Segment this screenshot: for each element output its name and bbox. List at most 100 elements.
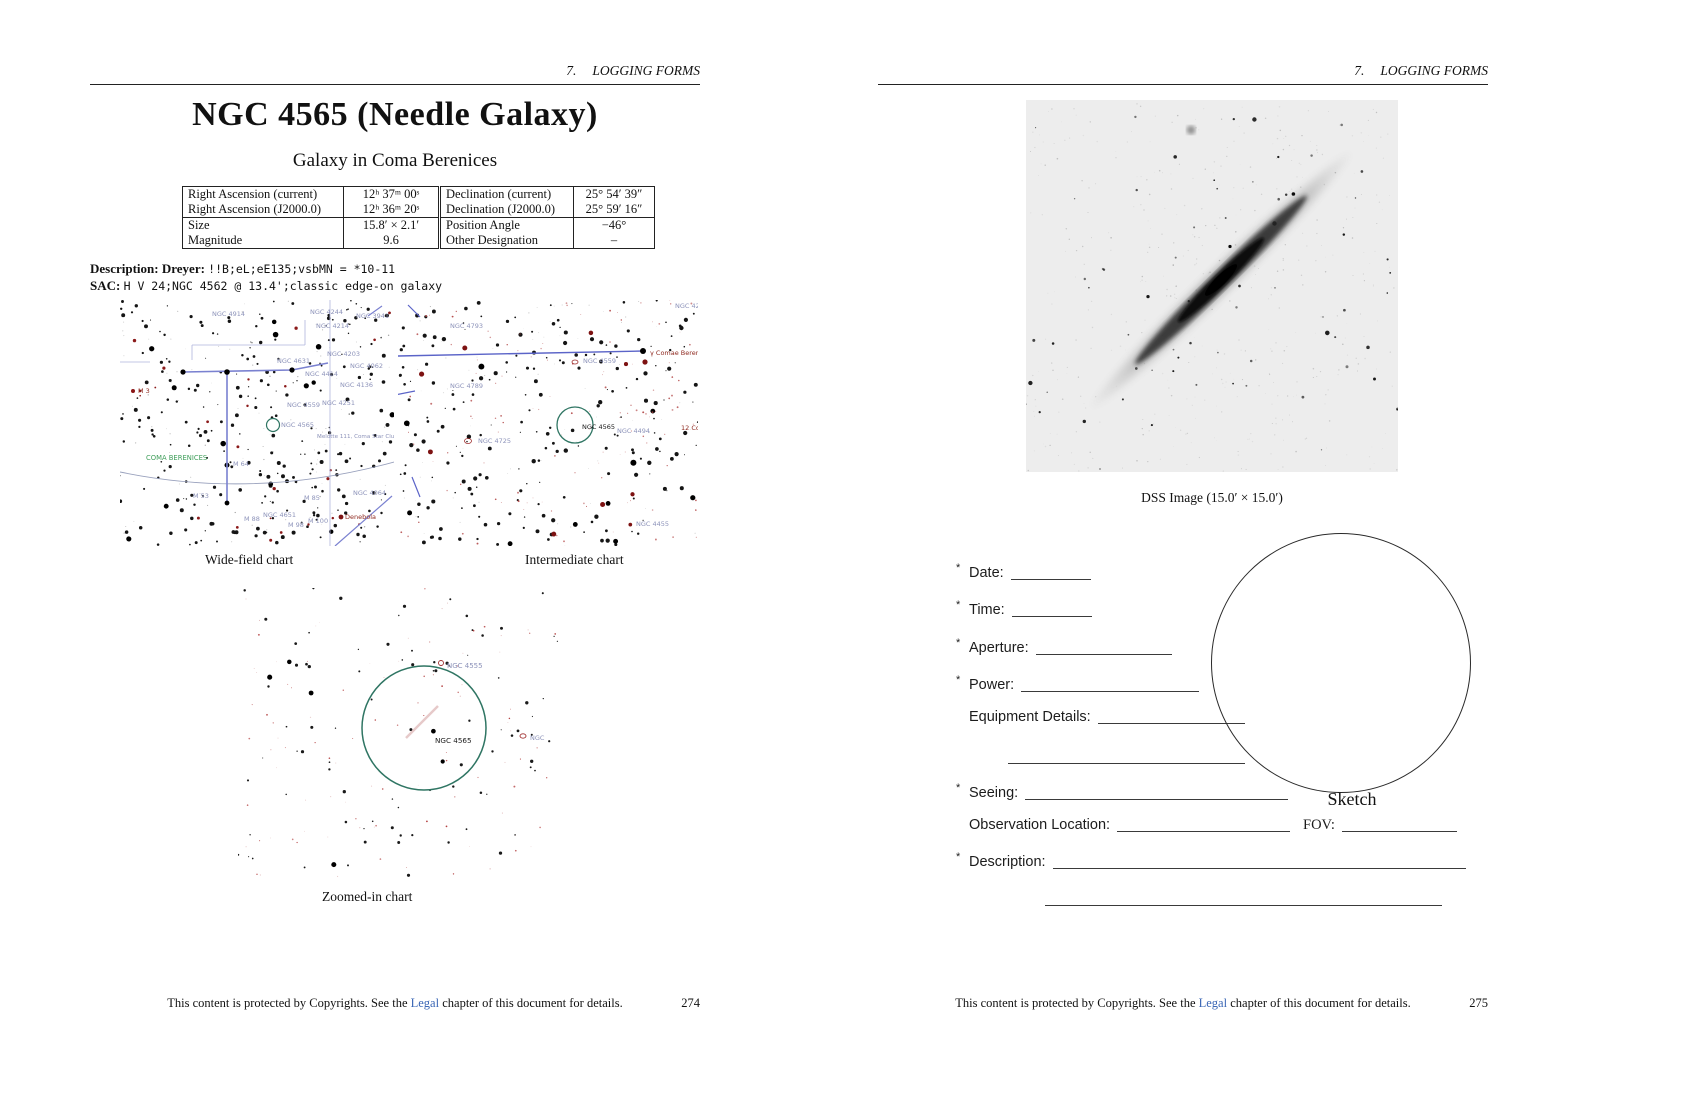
position-angle-value: −46° <box>601 218 627 232</box>
sketch-label: Sketch <box>1327 789 1377 809</box>
sac-line: SAC: H V 24;NGC 4562 @ 13.4';classic edg… <box>90 278 442 294</box>
svg-text:M 98: M 98 <box>288 521 304 529</box>
zoomed-overlay <box>361 660 527 791</box>
svg-text:NGC 4565: NGC 4565 <box>281 421 314 429</box>
form-field-time: * Time: <box>956 599 1092 618</box>
table-row: Right Ascension (J2000.0) 12ʰ 36ᵐ 20ˢ De… <box>182 202 655 218</box>
required-marker: * <box>956 782 961 794</box>
svg-text:NGC 4203: NGC 4203 <box>327 350 360 358</box>
form-field-power: * Power: <box>956 674 1200 693</box>
form-field-seeing: * Seeing: <box>956 782 1289 801</box>
required-marker: * <box>956 599 961 611</box>
magnitude-label: Magnitude <box>182 233 344 249</box>
fuzzy-star-blob <box>1186 125 1196 135</box>
dreyer-label: Dreyer: <box>161 261 205 276</box>
location-label: Observation Location: <box>969 817 1111 833</box>
equipment-blank-line <box>1097 723 1245 724</box>
table-row: Right Ascension (current) 12ʰ 37ᵐ 00ˢ De… <box>182 186 655 202</box>
legal-link[interactable]: Legal <box>410 996 440 1010</box>
required-marker: * <box>956 637 961 649</box>
svg-text:NGC 4651: NGC 4651 <box>263 511 296 519</box>
intermediate-starfield <box>398 300 698 546</box>
chapter-number: 7. <box>1354 63 1365 78</box>
date-label: Date: <box>969 565 1004 581</box>
footer-text: This content is protected by Copyrights.… <box>955 996 1196 1010</box>
zoomed-chart-caption: Zoomed-in chart <box>322 889 413 904</box>
sac-label: SAC: <box>90 278 121 293</box>
equipment-label: Equipment Details: <box>969 709 1091 725</box>
right-page-number: 275 <box>1469 996 1488 1010</box>
left-header-rule <box>90 84 700 85</box>
right-page-header: 7. LOGGING FORMS <box>878 63 1488 79</box>
footer-text: This content is protected by Copyrights.… <box>167 996 408 1010</box>
svg-text:NGC 4064: NGC 4064 <box>353 489 386 497</box>
left-page-header: 7. LOGGING FORMS <box>90 63 700 79</box>
svg-text:NGC 4631: NGC 4631 <box>277 357 310 365</box>
footer-text: chapter of this document for details. <box>1230 996 1411 1010</box>
table-row: Size 15.8′ × 2.1′ Position Angle −46° <box>182 217 655 233</box>
object-info-table: Right Ascension (current) 12ʰ 37ᵐ 00ˢ De… <box>182 186 655 249</box>
fov-circle <box>361 665 487 791</box>
legal-link[interactable]: Legal <box>1198 996 1228 1010</box>
ngc4555-galaxy-marker <box>438 660 444 666</box>
svg-text:NGC 4414: NGC 4414 <box>305 370 338 378</box>
svg-text:M 88: M 88 <box>244 515 260 523</box>
time-blank-line <box>1011 616 1092 617</box>
svg-text:NGC 3941: NGC 3941 <box>356 312 389 320</box>
dec-current-value: 25° 54′ 39″ <box>585 187 643 201</box>
svg-text:NGC 4494: NGC 4494 <box>617 427 650 435</box>
chapter-number: 7. <box>566 63 577 78</box>
svg-text:NGC 4559: NGC 4559 <box>287 401 320 409</box>
ngc4565-target-circle <box>556 406 594 444</box>
svg-text:NGC 4555: NGC 4555 <box>447 662 483 670</box>
svg-text:NGC 4789: NGC 4789 <box>450 382 483 390</box>
other-designation-label: Other Designation <box>439 233 574 249</box>
svg-text:NGC 4559: NGC 4559 <box>583 357 616 365</box>
dec-j2000-label: Declination (J2000.0) <box>439 202 574 218</box>
left-page-number: 274 <box>681 996 700 1010</box>
svg-text:NGC 42: NGC 42 <box>675 302 698 310</box>
intermediate-chart-labels: NGC 4793 γ Comae Berenices NGC 4559 NGC 478… <box>450 302 698 528</box>
denebola-marker <box>338 514 344 520</box>
seeing-label: Seeing: <box>969 785 1019 801</box>
svg-text:NGC 4214: NGC 4214 <box>316 322 349 330</box>
svg-text:NGC 4725: NGC 4725 <box>478 437 511 445</box>
description-label: Description: <box>969 854 1046 870</box>
dec-current-label: Declination (current) <box>439 186 574 202</box>
description-line: Description: Dreyer: !!B;eL;eE135;vsbMN … <box>90 261 395 277</box>
ngc4559-galaxy-marker <box>571 359 579 365</box>
svg-text:γ Comae Berenices: γ Comae Berenices <box>650 349 698 357</box>
description-blank-line <box>1052 868 1466 869</box>
intermediate-chart-caption: Intermediate chart <box>525 552 624 567</box>
seeing-blank-line <box>1025 799 1289 800</box>
required-marker: * <box>956 851 961 863</box>
ngc-galaxy-marker <box>519 733 527 739</box>
wide-starfield <box>120 300 394 546</box>
description-label: Description: <box>90 261 159 276</box>
chapter-title: LOGGING FORMS <box>592 63 700 78</box>
svg-text:NGC 4136: NGC 4136 <box>340 381 373 389</box>
dss-caption: DSS Image (15.0′ × 15.0′) <box>1141 490 1283 505</box>
svg-text:Melotte 111, Coma Star Cluster: Melotte 111, Coma Star Cluster <box>317 434 394 440</box>
ngc4725-galaxy-marker <box>464 438 472 444</box>
dss-image <box>1026 100 1398 472</box>
svg-text:Denebola: Denebola <box>345 513 376 521</box>
form-field-date: * Date: <box>956 562 1091 581</box>
dec-j2000-value: 25° 59′ 16″ <box>573 202 655 218</box>
power-blank-line <box>1021 691 1200 692</box>
svg-text:NGC 4565: NGC 4565 <box>582 423 615 431</box>
right-footer: This content is protected by Copyrights.… <box>878 996 1488 1011</box>
wide-constellation-lines <box>120 300 394 546</box>
svg-text:NGC 4062: NGC 4062 <box>350 362 383 370</box>
equipment-blank-line-2 <box>1008 763 1245 764</box>
form-field-location: Observation Location: <box>956 817 1291 833</box>
aperture-label: Aperture: <box>969 640 1029 656</box>
ra-j2000-label: Right Ascension (J2000.0) <box>182 202 344 218</box>
zoomed-in-chart: NGC 4555 NGC 4565 NGC <box>238 588 559 878</box>
svg-text:NGC 4244: NGC 4244 <box>310 308 343 316</box>
svg-text:M 100: M 100 <box>308 517 328 525</box>
form-field-aperture: * Aperture: <box>956 637 1172 656</box>
form-field-description: * Description: <box>956 851 1466 870</box>
footer-text: chapter of this document for details. <box>442 996 623 1010</box>
form-field-fov: FOV: <box>1303 817 1457 834</box>
